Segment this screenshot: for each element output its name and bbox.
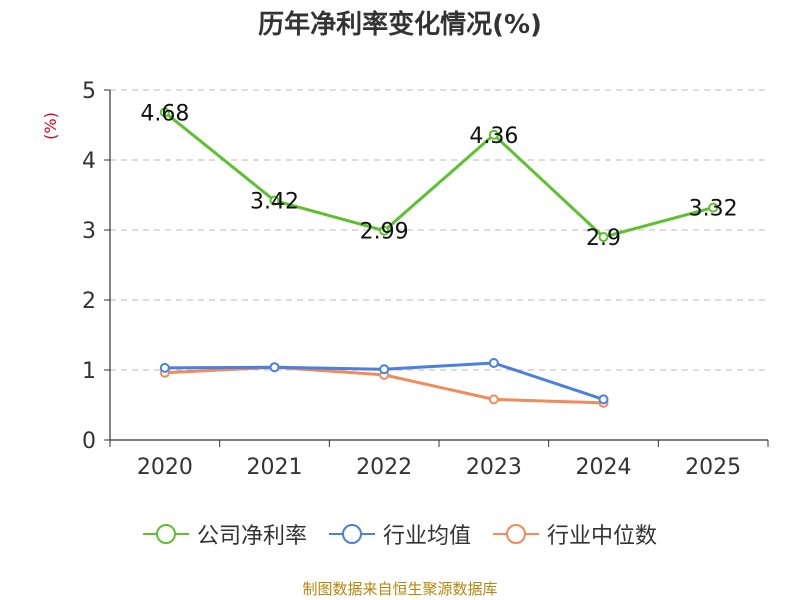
data-label: 4.68 [140,101,189,126]
y-axis-label: (%) [41,112,60,140]
data-point[interactable] [159,362,170,373]
x-tick-label: 2024 [576,455,632,480]
legend-item-industry-mean[interactable]: 行业均值 [328,518,471,550]
legend-marker-company [142,524,189,544]
y-tick-label: 2 [82,289,96,314]
data-point[interactable] [488,394,499,405]
source-footer: 制图数据来自恒生聚源数据库 [302,580,498,598]
data-point[interactable] [488,129,499,140]
legend-label-industry-median: 行业中位数 [547,524,658,549]
legend: 公司净利率 行业均值 行业中位数 [0,518,800,550]
y-tick-label: 4 [82,149,96,174]
data-point[interactable] [598,232,609,242]
chart-title: 历年净利率变化情况(%) [258,10,542,40]
data-label: 4.36 [469,124,518,149]
data-label: 2.9 [586,226,621,251]
legend-marker-industry-mean [328,524,375,544]
data-point[interactable] [269,362,280,373]
x-tick-label: 2021 [247,455,303,480]
legend-marker-industry-median [493,524,539,544]
legend-item-industry-median[interactable]: 行业中位数 [493,518,657,550]
data-point[interactable] [488,358,499,368]
data-label: 2.99 [360,220,409,245]
data-point[interactable] [379,364,390,375]
legend-label-company: 公司净利率 [196,524,307,549]
data-label: 3.42 [250,190,299,215]
y-tick-label: 0 [82,429,96,454]
data-point[interactable] [708,202,719,213]
x-tick-label: 2020 [137,455,193,480]
series-line-0 [163,111,714,239]
legend-item-company[interactable]: 公司净利率 [142,518,307,550]
y-tick-label: 3 [82,219,96,244]
data-label: 3.32 [689,197,738,222]
data-point[interactable] [269,195,280,206]
x-tick-label: 2025 [685,455,741,480]
y-tick-label: 1 [82,359,96,384]
data-point[interactable] [598,394,609,405]
data-point[interactable] [379,225,390,236]
x-tick-label: 2023 [466,455,522,480]
data-point[interactable] [159,107,170,118]
legend-label-industry-mean: 行业均值 [382,524,471,549]
x-tick-label: 2022 [356,455,412,480]
y-tick-label: 5 [82,79,96,104]
